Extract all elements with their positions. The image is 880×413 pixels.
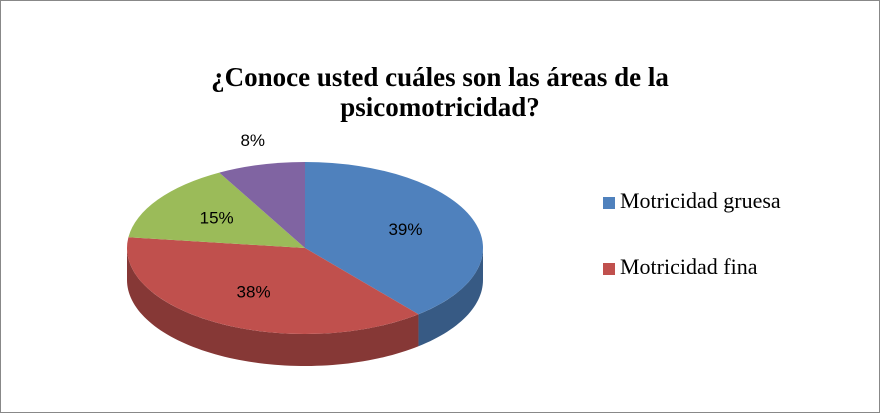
pie-slice <box>305 162 483 315</box>
legend-label: Motricidad gruesa <box>620 188 781 213</box>
chart-title: ¿Conoce usted cuáles son las áreas de la… <box>211 62 669 122</box>
data-label: 39% <box>388 220 422 239</box>
data-label: 8% <box>240 131 265 150</box>
pie-side <box>127 248 419 366</box>
legend-swatch <box>603 263 615 275</box>
pie-side <box>418 248 483 347</box>
legend-label: Motricidad fina <box>620 254 758 279</box>
legend-swatch <box>603 197 615 209</box>
pie-slice <box>219 162 305 248</box>
data-label: 15% <box>200 208 234 227</box>
pie-slice <box>127 237 419 334</box>
data-label: 38% <box>237 283 271 302</box>
pie-slice <box>128 172 305 248</box>
